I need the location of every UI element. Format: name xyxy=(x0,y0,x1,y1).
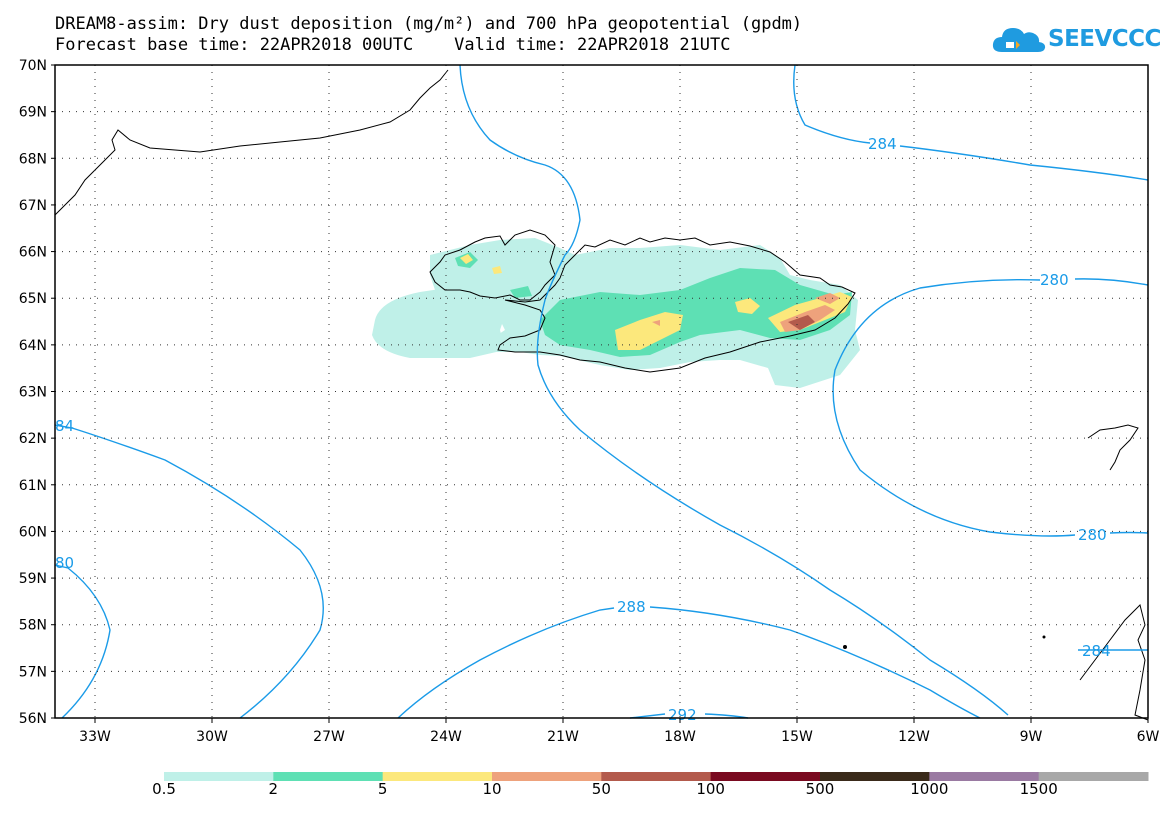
legend-swatch xyxy=(820,772,930,781)
contour-label: 292 xyxy=(668,706,697,724)
latitude-labels: 70N 69N 68N 67N 66N 65N 64N 63N 62N 61N 60N 59N 58N 5… xyxy=(19,58,47,727)
logo-text: SEEVCCC xyxy=(1048,26,1161,52)
longitude-label: 33W xyxy=(79,729,111,745)
contour-label: 280 xyxy=(1040,271,1069,289)
latitude-label: 70N xyxy=(19,58,47,74)
graticule xyxy=(55,65,1148,718)
latitude-label: 57N xyxy=(19,664,47,680)
legend-label: 1000 xyxy=(910,780,949,798)
legend-label: 5 xyxy=(377,780,388,798)
legend-swatch xyxy=(382,772,493,781)
latitude-label: 61N xyxy=(19,478,47,494)
contour-label: 288 xyxy=(617,598,646,616)
latitude-label: 68N xyxy=(19,151,47,167)
longitude-label: 24W xyxy=(430,729,462,745)
legend-swatch xyxy=(929,772,1040,781)
longitude-label: 21W xyxy=(547,729,579,745)
longitude-labels: 33W 30W 27W 24W 21W 18W 15W 12W 9W 6W xyxy=(79,729,1159,745)
latitude-label: 64N xyxy=(19,338,47,354)
longitude-label: 6W xyxy=(1137,729,1160,745)
longitude-label: 15W xyxy=(781,729,813,745)
legend-swatch xyxy=(1038,772,1149,781)
legend-swatch xyxy=(492,772,602,781)
legend-label: 0.5 xyxy=(152,780,176,798)
seevccc-logo: SEEVCCC xyxy=(990,20,1161,60)
geopotential-contours xyxy=(54,64,1149,719)
axis-ticks xyxy=(51,64,1149,723)
latitude-label: 62N xyxy=(19,431,47,447)
legend-swatch xyxy=(273,772,384,781)
contour-label: 84 xyxy=(55,417,74,435)
contour-labels: 284 280 84 80 288 280 292 284 xyxy=(55,135,1111,724)
longitude-label: 12W xyxy=(898,729,930,745)
latitude-label: 56N xyxy=(19,711,47,727)
coastlines xyxy=(54,69,1149,721)
cloud-icon xyxy=(992,28,1046,52)
latitude-label: 59N xyxy=(19,571,47,587)
legend-swatch xyxy=(601,772,712,781)
latitude-label: 69N xyxy=(19,105,47,121)
legend-swatch xyxy=(164,772,274,781)
legend-label: 10 xyxy=(482,780,502,798)
legend-label: 2 xyxy=(268,780,279,798)
legend-swatch xyxy=(710,772,821,781)
latitude-label: 60N xyxy=(19,524,47,540)
map-title-line1: DREAM8-assim: Dry dust deposition (mg/m²… xyxy=(55,14,803,34)
legend-label: 500 xyxy=(805,780,835,798)
contour-label: 284 xyxy=(1082,642,1111,660)
latitude-label: 58N xyxy=(19,618,47,634)
legend-label: 1500 xyxy=(1019,780,1058,798)
latitude-label: 67N xyxy=(19,198,47,214)
contour-label: 280 xyxy=(1078,526,1107,544)
contour-label: 80 xyxy=(55,554,74,572)
contour-label: 284 xyxy=(868,135,897,153)
legend-label: 100 xyxy=(696,780,725,798)
longitude-label: 18W xyxy=(664,729,696,745)
latitude-label: 63N xyxy=(19,385,47,401)
map-title-line2: Forecast base time: 22APR2018 00UTC Vali… xyxy=(55,35,731,55)
latitude-label: 66N xyxy=(19,245,47,261)
latitude-label: 65N xyxy=(19,291,47,307)
legend-label: 50 xyxy=(591,780,611,798)
longitude-label: 30W xyxy=(196,729,228,745)
longitude-label: 27W xyxy=(313,729,345,745)
longitude-label: 9W xyxy=(1020,729,1043,745)
